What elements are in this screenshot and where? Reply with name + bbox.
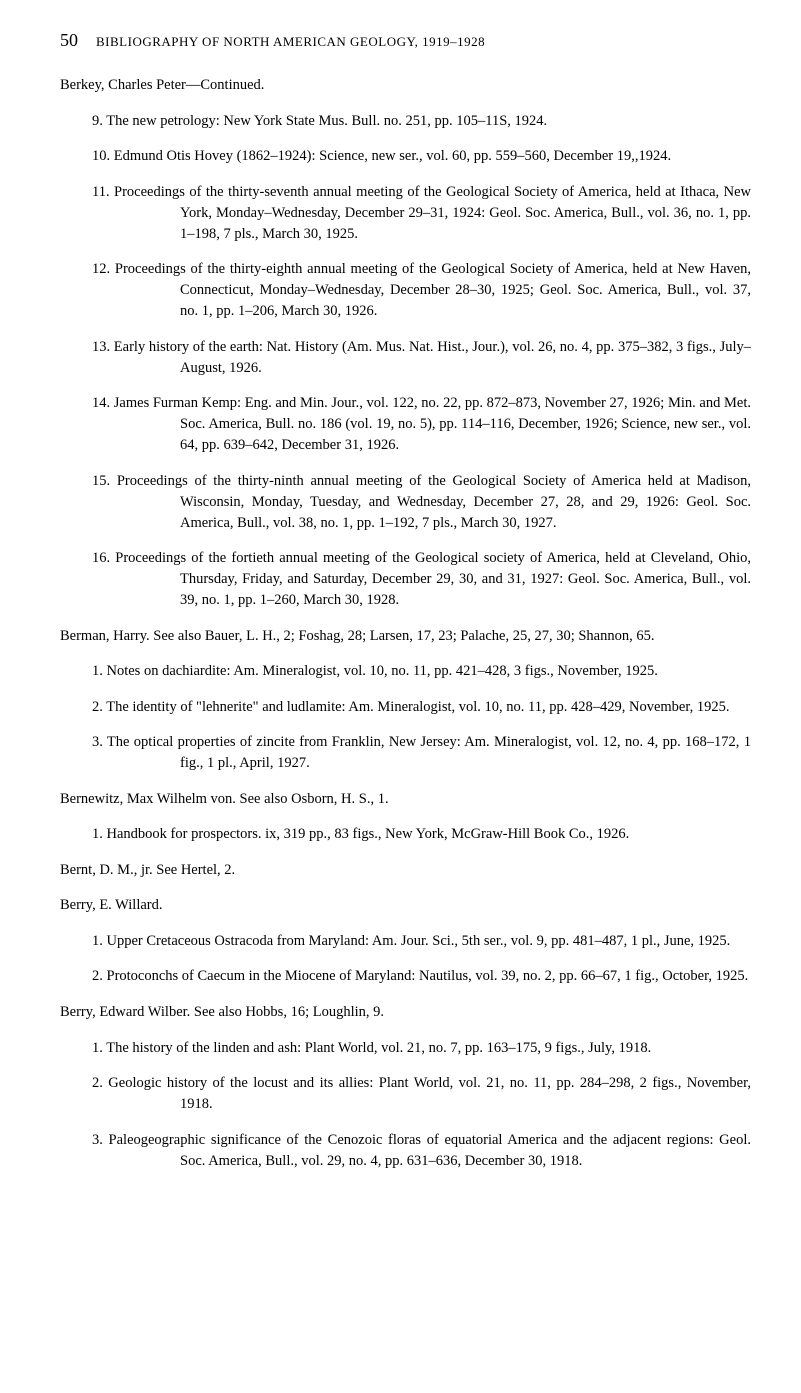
author-name-line: Berry, Edward Wilber. See also Hobbs, 16… (60, 1002, 751, 1023)
author-block: Berry, Edward Wilber. See also Hobbs, 16… (60, 1002, 751, 1172)
bibliography-entry: 1. Handbook for prospectors. ix, 319 pp.… (60, 824, 751, 845)
author-name-line: Berry, E. Willard. (60, 895, 751, 916)
bibliography-entry: 16. Proceedings of the fortieth annual m… (60, 548, 751, 611)
page-header: 50 BIBLIOGRAPHY OF NORTH AMERICAN GEOLOG… (60, 30, 751, 51)
author-block: Berkey, Charles Peter—Continued. 9. The n… (60, 75, 751, 611)
author-block: Berman, Harry. See also Bauer, L. H., 2;… (60, 626, 751, 775)
bibliography-entry: 2. The identity of "lehnerite" and ludla… (60, 697, 751, 718)
bibliography-entry: 12. Proceedings of the thirty-eighth ann… (60, 259, 751, 322)
author-name-line: Berman, Harry. See also Bauer, L. H., 2;… (60, 626, 751, 647)
bibliography-entry: 11. Proceedings of the thirty-seventh an… (60, 182, 751, 245)
author-name-line: Bernt, D. M., jr. See Hertel, 2. (60, 860, 751, 881)
bibliography-entry: 15. Proceedings of the thirty-ninth annu… (60, 471, 751, 534)
running-title: BIBLIOGRAPHY OF NORTH AMERICAN GEOLOGY, … (96, 34, 485, 50)
bibliography-entry: 1. Notes on dachiardite: Am. Mineralogis… (60, 661, 751, 682)
bibliography-entry: 3. Paleogeographic significance of the C… (60, 1130, 751, 1172)
bibliography-entry: 9. The new petrology: New York State Mus… (60, 111, 751, 132)
author-name-line: Bernewitz, Max Wilhelm von. See also Osb… (60, 789, 751, 810)
author-name-line: Berkey, Charles Peter—Continued. (60, 75, 751, 96)
bibliography-entry: 1. The history of the linden and ash: Pl… (60, 1038, 751, 1059)
bibliography-entry: 2. Geologic history of the locust and it… (60, 1073, 751, 1115)
author-block: Bernewitz, Max Wilhelm von. See also Osb… (60, 789, 751, 846)
bibliography-entry: 14. James Furman Kemp: Eng. and Min. Jou… (60, 393, 751, 456)
author-block: Bernt, D. M., jr. See Hertel, 2. (60, 860, 751, 881)
page-number: 50 (60, 30, 78, 51)
bibliography-entry: 2. Protoconchs of Caecum in the Miocene … (60, 966, 751, 987)
bibliography-entry: 10. Edmund Otis Hovey (1862–1924): Scien… (60, 146, 751, 167)
bibliography-entry: 3. The optical properties of zincite fro… (60, 732, 751, 774)
bibliography-entry: 1. Upper Cretaceous Ostracoda from Maryl… (60, 931, 751, 952)
bibliography-entry: 13. Early history of the earth: Nat. His… (60, 337, 751, 379)
author-block: Berry, E. Willard. 1. Upper Cretaceous Os… (60, 895, 751, 987)
bibliography-content: Berkey, Charles Peter—Continued. 9. The n… (60, 75, 751, 1172)
page-container: 50 BIBLIOGRAPHY OF NORTH AMERICAN GEOLOG… (0, 0, 801, 1214)
